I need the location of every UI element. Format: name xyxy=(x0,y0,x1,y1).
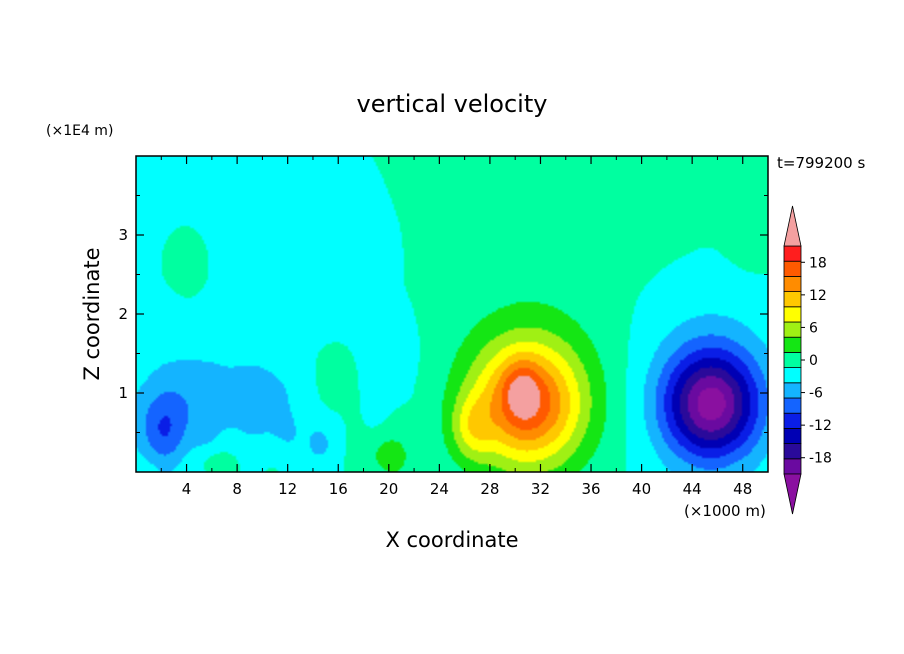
y-tick-label: 2 xyxy=(118,305,128,323)
x-tick-label: 8 xyxy=(232,480,242,498)
time-label: t=799200 s xyxy=(777,154,865,172)
colorbar-band xyxy=(783,427,802,444)
x-tick-label: 24 xyxy=(430,480,449,498)
colorbar-band xyxy=(783,321,802,338)
y-axis-label: Z coordinate xyxy=(80,247,104,380)
colorbar-band xyxy=(783,412,802,429)
colorbar: 18 12 6 0 -6 -12 -18 xyxy=(783,205,832,515)
x-tick-label: 28 xyxy=(480,480,499,498)
colorbar-tick-label: -6 xyxy=(809,386,823,402)
colorbar-band xyxy=(783,443,802,460)
velocity-field xyxy=(136,156,768,472)
colorbar-band xyxy=(783,306,802,323)
colorbar-under-triangle xyxy=(783,473,802,515)
colorbar-band xyxy=(783,397,802,414)
colorbar-tick-label: -18 xyxy=(809,451,832,467)
x-tick-label: 16 xyxy=(329,480,348,498)
x-axis-label: X coordinate xyxy=(385,528,518,552)
colorbar-band xyxy=(783,245,802,262)
x-tick-label: 48 xyxy=(733,480,752,498)
x-tick-label: 40 xyxy=(632,480,651,498)
colorbar-band xyxy=(783,351,802,368)
x-tick-label: 12 xyxy=(278,480,297,498)
colorbar-tick-label: 6 xyxy=(809,320,818,336)
chart-title: vertical velocity xyxy=(357,90,548,118)
x-tick-label: 32 xyxy=(531,480,550,498)
colorbar-over-triangle xyxy=(783,205,802,247)
colorbar-tick-label: 0 xyxy=(809,353,818,369)
colorbar-band xyxy=(783,291,802,308)
colorbar-band xyxy=(783,458,802,475)
x-tick-label: 4 xyxy=(182,480,192,498)
colorbar-band xyxy=(783,382,802,399)
colorbar-band xyxy=(783,336,802,353)
y-unit-label: (×1E4 m) xyxy=(46,123,113,139)
x-tick-label: 36 xyxy=(581,480,600,498)
plot-area: 4 8 12 16 20 24 28 32 36 40 44 48 123 xyxy=(118,155,769,498)
colorbar-tick-label: -12 xyxy=(809,418,832,434)
x-tick-label: 20 xyxy=(379,480,398,498)
x-unit-label: (×1000 m) xyxy=(684,502,766,520)
x-tick-label: 44 xyxy=(683,480,702,498)
colorbar-band xyxy=(783,367,802,384)
y-tick-label: 3 xyxy=(118,226,128,244)
x-axis: 4 8 12 16 20 24 28 32 36 40 44 48 xyxy=(160,156,769,498)
colorbar-tick-label: 12 xyxy=(809,288,827,304)
colorbar-band xyxy=(783,260,802,277)
colorbar-band xyxy=(783,275,802,292)
y-tick-label: 1 xyxy=(118,384,128,402)
colorbar-tick-label: 18 xyxy=(809,255,827,271)
y-axis: 1 2 3 xyxy=(118,195,768,433)
